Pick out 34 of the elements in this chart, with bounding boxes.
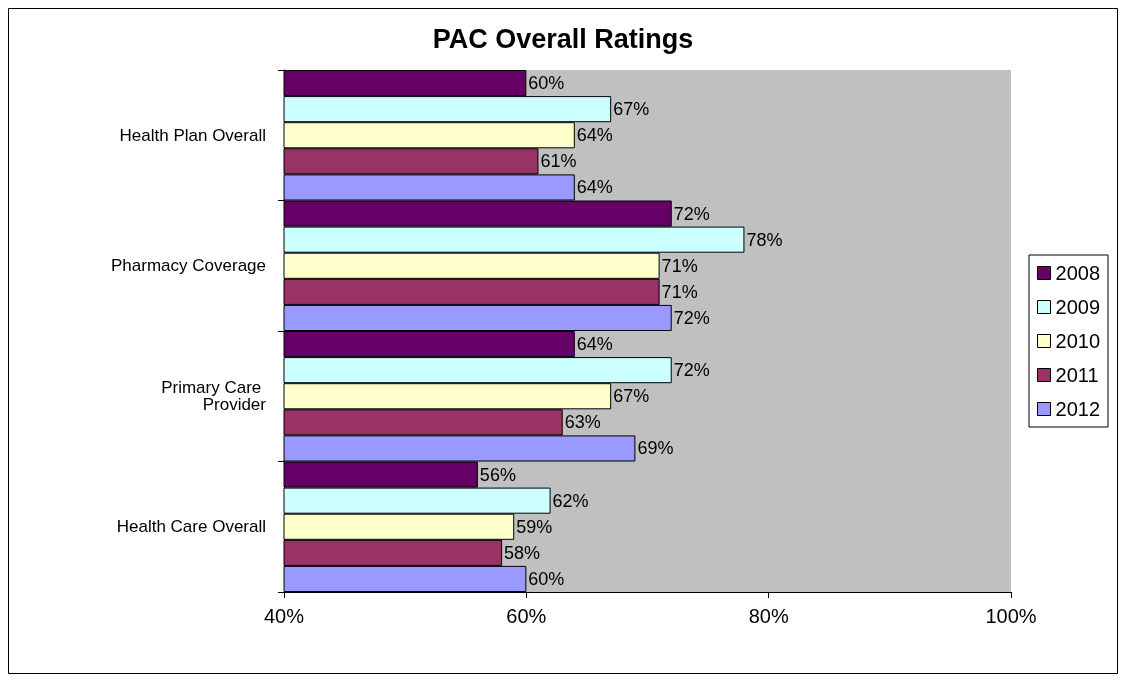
data-label: 64% xyxy=(576,125,613,146)
legend-label: 2010 xyxy=(1055,330,1101,352)
data-label: 64% xyxy=(576,334,613,355)
x-tick-label: 60% xyxy=(506,605,547,627)
data-label: 71% xyxy=(661,255,698,276)
data-label: 60% xyxy=(528,73,565,94)
data-label: 56% xyxy=(479,464,516,485)
data-label: 64% xyxy=(576,177,613,198)
legend-label: 2009 xyxy=(1055,296,1101,318)
data-label: 60% xyxy=(528,568,565,589)
y-tick-label: Health Care Overall xyxy=(116,517,266,537)
data-label: 72% xyxy=(673,203,710,224)
legend-label: 2008 xyxy=(1055,262,1101,284)
x-tick-label: 40% xyxy=(263,605,305,627)
data-label: 67% xyxy=(613,386,650,407)
y-tick-label: Health Plan Overall xyxy=(119,125,266,145)
data-label: 69% xyxy=(637,438,674,459)
y-tick-label: Primary Care Provider xyxy=(161,378,267,415)
x-tick-label: 100% xyxy=(985,605,1037,627)
data-label: 62% xyxy=(552,490,589,511)
data-label: 71% xyxy=(661,281,698,302)
data-label: 72% xyxy=(673,307,710,328)
legend-label: 2012 xyxy=(1055,398,1101,420)
data-label: 61% xyxy=(540,151,577,172)
y-tick-label: Pharmacy Coverage xyxy=(111,256,266,276)
data-label: 72% xyxy=(673,360,710,381)
data-label: 78% xyxy=(746,229,783,250)
data-label: 63% xyxy=(564,412,601,433)
legend-label: 2011 xyxy=(1055,364,1099,386)
chart-title: PAC Overall Ratings xyxy=(432,23,694,54)
x-tick-label: 80% xyxy=(748,605,789,627)
data-label: 59% xyxy=(516,516,553,537)
data-label: 67% xyxy=(613,99,650,120)
data-label: 58% xyxy=(504,542,541,563)
